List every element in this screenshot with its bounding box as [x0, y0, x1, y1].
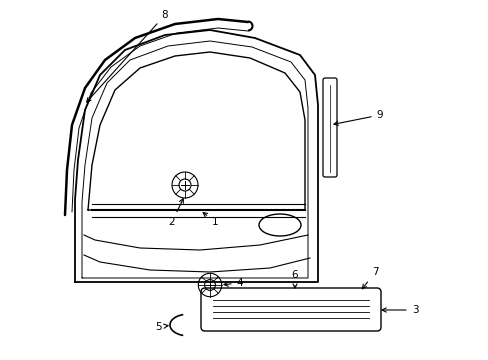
Text: 2: 2 — [168, 199, 183, 227]
Text: 3: 3 — [381, 305, 417, 315]
Text: 1: 1 — [203, 212, 218, 227]
FancyBboxPatch shape — [323, 78, 336, 177]
Text: 7: 7 — [362, 267, 378, 289]
Text: 8: 8 — [86, 10, 168, 102]
Text: 9: 9 — [333, 110, 383, 125]
Text: 5: 5 — [154, 322, 168, 332]
FancyBboxPatch shape — [201, 288, 380, 331]
Text: 6: 6 — [291, 270, 298, 288]
Text: 4: 4 — [224, 278, 243, 288]
